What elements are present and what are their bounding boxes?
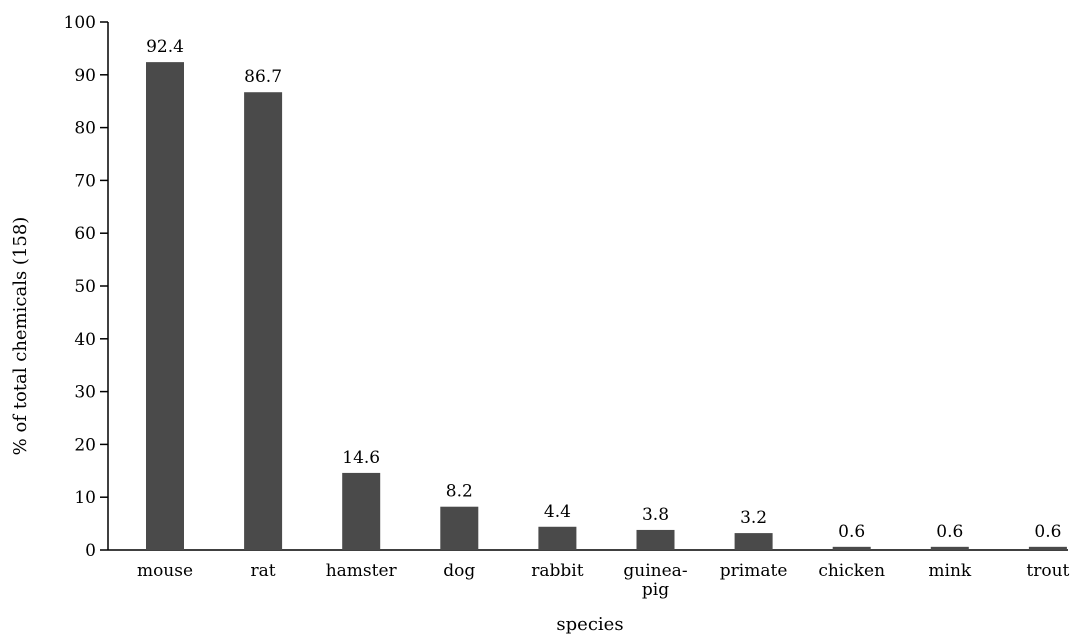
category-label: chicken: [818, 561, 885, 581]
category-label: rabbit: [531, 561, 583, 581]
y-tick-label: 70: [74, 171, 96, 191]
bar: [930, 546, 969, 550]
value-labels: 92.4 86.7 14.6 8.2 4.4 3.8 3.2 0.6 0.6 0.6: [146, 37, 1061, 542]
category-label: hamster: [326, 561, 398, 581]
y-tick-label: 30: [74, 383, 96, 403]
bar-value-label: 14.6: [342, 448, 380, 468]
category-label: primate: [720, 561, 788, 581]
y-tick-label: 100: [64, 13, 96, 33]
y-axis-title: % of total chemicals (158): [10, 217, 31, 456]
category-label: guinea-pig: [623, 561, 687, 600]
bar: [244, 92, 283, 550]
y-tick-label: 50: [74, 277, 96, 297]
category-label: rat: [251, 561, 276, 581]
bar-value-label: 8.2: [446, 482, 473, 502]
y-tick-label: 90: [74, 66, 96, 86]
y-tick-label: 20: [74, 435, 96, 455]
category-labels: mouse rat hamster dog rabbit guinea-pig primat…: [137, 561, 1070, 600]
y-axis: 0 10 20 30 40 50 60 70 80 90 100: [64, 13, 109, 561]
category-label: trout: [1026, 561, 1069, 581]
bar: [1028, 546, 1067, 550]
y-tick-label: 80: [74, 119, 96, 139]
y-tick-label: 60: [74, 224, 96, 244]
bar-value-label: 0.6: [838, 522, 865, 542]
bar: [538, 526, 577, 550]
bar: [636, 529, 675, 550]
bar: [146, 62, 184, 551]
category-label: mink: [928, 561, 972, 581]
y-tick-label: 10: [74, 488, 96, 508]
bar: [440, 506, 479, 550]
y-tick-label: 0: [85, 541, 96, 561]
category-label: mouse: [137, 561, 193, 581]
bar-value-label: 3.2: [740, 508, 767, 528]
bar-value-label: 86.7: [244, 67, 282, 87]
y-tick-label: 40: [74, 330, 96, 350]
category-label: dog: [443, 561, 475, 581]
bar-value-label: 3.8: [642, 505, 669, 525]
bar: [342, 472, 381, 550]
bar-value-label: 4.4: [544, 502, 571, 522]
bar: [734, 533, 773, 550]
x-axis-title: species: [556, 614, 623, 635]
bar-value-label: 0.6: [936, 522, 963, 542]
bar-value-label: 92.4: [146, 37, 184, 57]
bars: [146, 62, 1067, 551]
bar: [832, 546, 871, 550]
bar-value-label: 0.6: [1034, 522, 1061, 542]
